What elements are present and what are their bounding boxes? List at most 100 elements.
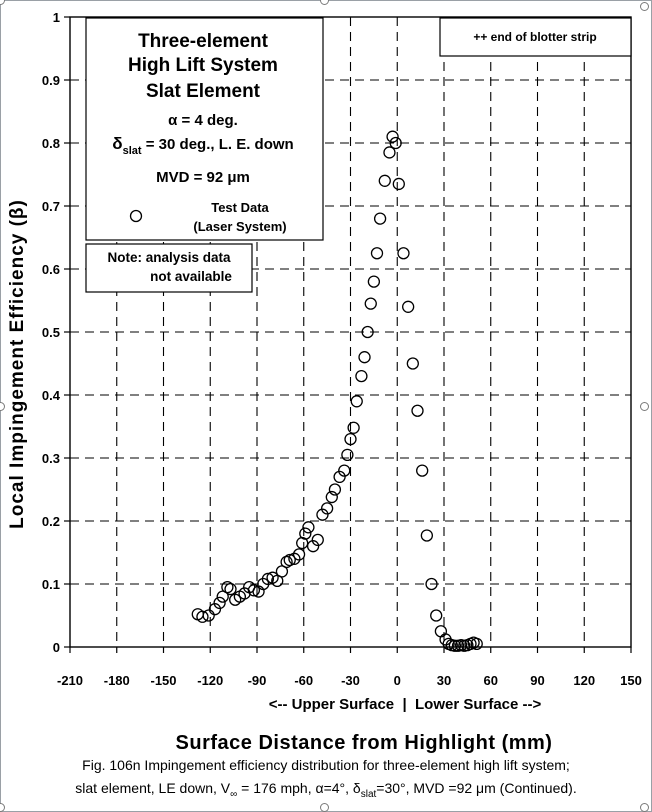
caption-part-c: =30°, MVD =92 μm (Continued).	[376, 780, 577, 796]
x-tick-label: -180	[104, 673, 130, 688]
y-tick-label: 0.8	[42, 136, 60, 151]
resize-handle-middle-right[interactable]	[640, 402, 649, 411]
data-point	[402, 300, 415, 313]
resize-handle-top-left[interactable]	[0, 0, 5, 5]
data-points	[191, 130, 483, 652]
legend-label-line-2: (Laser System)	[193, 219, 286, 234]
data-point	[299, 527, 312, 540]
title-line-3: Slat Element	[146, 81, 261, 102]
blotter-note-text: ++ end of blotter strip	[473, 30, 596, 44]
x-tick-label: -120	[197, 673, 223, 688]
caption-slat-subscript: slat	[360, 788, 377, 800]
data-point	[320, 502, 334, 515]
data-point	[434, 625, 448, 638]
alpha-condition: α = 4 deg.	[168, 112, 238, 129]
chart-text: Local Impingement Efficiency (β) Surface…	[7, 199, 552, 754]
y-tick-label: 0.9	[42, 73, 60, 88]
data-point	[325, 490, 338, 504]
data-point	[328, 483, 342, 496]
resize-handle-bottom-right[interactable]	[640, 803, 649, 812]
caption-part-a: slat element, LE down, V	[75, 780, 231, 796]
y-tick-label: 1	[53, 10, 60, 25]
data-point	[213, 596, 226, 610]
y-tick-label: 0.3	[42, 451, 60, 466]
data-point	[411, 404, 424, 417]
figure-caption-line-2: slat element, LE down, V∞ = 176 mph, α=4…	[0, 780, 652, 800]
x-tick-label: 30	[437, 673, 451, 688]
resize-handle-bottom-center[interactable]	[320, 803, 329, 812]
x-tick-label: -90	[248, 673, 267, 688]
data-point	[425, 577, 438, 591]
data-point	[288, 552, 301, 565]
delta-subscript: slat	[123, 145, 142, 157]
figure-caption-line-1: Fig. 106n Impingement efficiency distrib…	[82, 757, 570, 773]
mvd-condition: MVD = 92 μm	[156, 169, 250, 186]
data-point	[416, 464, 429, 477]
data-point	[350, 395, 363, 408]
y-tick-label: 0.6	[42, 262, 60, 277]
data-point	[364, 297, 377, 310]
data-point	[470, 637, 483, 650]
data-point	[355, 369, 368, 383]
data-point	[389, 136, 402, 150]
surface-direction-label: <-- Upper Surface | Lower Surface -->	[269, 696, 542, 713]
y-tick-label: 0.2	[42, 514, 60, 529]
data-point	[311, 533, 324, 547]
title-legend-box: Three-element High Lift System Slat Elem…	[85, 17, 324, 241]
x-tick-label: -210	[57, 673, 83, 688]
slat-deflection-condition: δslat = 30 deg., L. E. down	[112, 134, 293, 157]
data-point	[292, 548, 306, 561]
y-tick-label: 0.1	[42, 577, 60, 592]
caption-part-b: = 176 mph, α=4°, δ	[237, 780, 361, 796]
y-tick-label: 0.5	[42, 325, 60, 340]
x-axis-label: Surface Distance from Highlight (mm)	[176, 732, 553, 754]
data-point	[420, 529, 434, 542]
data-point	[338, 464, 351, 477]
x-tick-label: 120	[573, 673, 595, 688]
data-point	[386, 130, 399, 143]
data-point	[341, 448, 354, 462]
blotter-note-box: ++ end of blotter strip	[439, 17, 632, 57]
x-tick-label: -60	[294, 673, 313, 688]
note-box: Note: analysis data not available	[85, 243, 253, 293]
data-point	[430, 609, 443, 622]
axes-layer: -210 -180 -150 -120 -90 -60 -30 0 30 60 90 120 150 0 0…	[42, 10, 642, 688]
data-point	[361, 325, 374, 339]
data-point	[280, 555, 293, 569]
data-point	[247, 584, 261, 597]
resize-handle-top-right[interactable]	[640, 2, 649, 11]
note-line-1: Note: analysis data	[107, 250, 231, 265]
delta-value: = 30 deg., L. E. down	[142, 136, 294, 153]
x-tick-label: 90	[530, 673, 544, 688]
data-point	[196, 610, 209, 623]
data-point	[448, 639, 462, 652]
data-point	[347, 421, 360, 434]
data-point	[406, 357, 419, 370]
data-point	[397, 247, 410, 260]
data-point	[373, 212, 387, 225]
x-tick-label: 150	[620, 673, 642, 688]
y-axis-label: Local Impingement Efficiency (β)	[7, 199, 28, 529]
data-point	[302, 521, 315, 534]
data-point	[202, 609, 215, 622]
data-point	[383, 146, 396, 159]
data-point	[370, 247, 384, 260]
y-tick-label: 0	[53, 640, 60, 655]
title-line-2: High Lift System	[128, 55, 278, 76]
data-point	[358, 351, 371, 364]
y-tick-label: 0.7	[42, 199, 60, 214]
data-point	[221, 581, 234, 594]
legend-open-circle-marker	[129, 209, 143, 223]
resize-handle-middle-left[interactable]	[0, 402, 5, 411]
data-point	[333, 470, 346, 484]
x-tick-label: -30	[341, 673, 360, 688]
x-tick-label: -150	[150, 673, 176, 688]
title-line-1: Three-element	[138, 31, 269, 52]
data-point	[261, 572, 275, 586]
data-point	[208, 603, 222, 616]
data-point	[367, 275, 381, 288]
legend-label-line-1: Test Data	[211, 200, 269, 215]
resize-handle-top-center[interactable]	[320, 0, 329, 5]
data-point	[378, 174, 391, 187]
